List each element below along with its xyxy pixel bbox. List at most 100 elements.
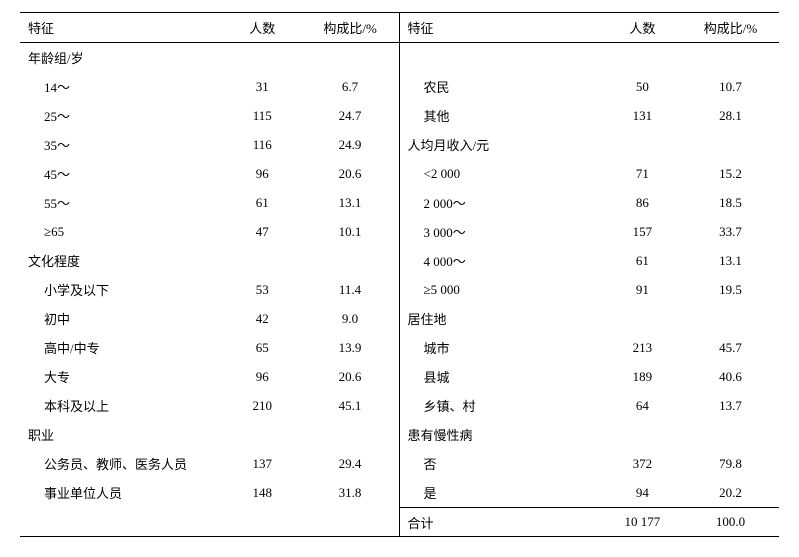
row-count: 96 [217, 369, 308, 385]
row-count: 61 [597, 253, 688, 269]
header-count-left: 人数 [217, 18, 308, 37]
row-pct: 13.1 [688, 253, 779, 269]
row-label: 县城 [400, 367, 597, 386]
row-label: 35～ [20, 135, 217, 154]
row-count: 157 [597, 224, 688, 240]
row-pct: 20.6 [308, 369, 399, 385]
row-label: 4 000～ [400, 251, 597, 270]
row-count: 42 [217, 311, 308, 327]
row-label: ≥65 [20, 224, 217, 240]
row-count: 53 [217, 282, 308, 298]
row-label: 初中 [20, 309, 217, 328]
row-pct: 10.7 [688, 79, 779, 95]
row-pct: 18.5 [688, 195, 779, 211]
table-row: 居住地 [400, 304, 780, 333]
row-pct: 10.1 [308, 224, 399, 240]
header-feature-right: 特征 [400, 18, 597, 37]
table-row: 35～11624.9 [20, 130, 399, 159]
row-pct: 15.2 [688, 166, 779, 182]
row-count: 131 [597, 108, 688, 124]
row-count: 61 [217, 195, 308, 211]
row-label: 乡镇、村 [400, 396, 597, 415]
table-row [400, 43, 780, 72]
table-row: 2 000～8618.5 [400, 188, 780, 217]
row-pct: 20.2 [688, 485, 779, 501]
row-count: 116 [217, 137, 308, 153]
table-row: 年龄组/岁 [20, 43, 399, 72]
table-row: 小学及以下5311.4 [20, 275, 399, 304]
table-row: 3 000～15733.7 [400, 217, 780, 246]
table-row: 文化程度 [20, 246, 399, 275]
row-count: 213 [597, 340, 688, 356]
row-label: 文化程度 [20, 251, 217, 270]
row-pct: 13.9 [308, 340, 399, 356]
row-count: 137 [217, 456, 308, 472]
row-count: 10 177 [597, 514, 688, 530]
row-label: 55～ [20, 193, 217, 212]
row-count: 50 [597, 79, 688, 95]
row-count: 91 [597, 282, 688, 298]
table-row: 乡镇、村6413.7 [400, 391, 780, 420]
row-label: 患有慢性病 [400, 425, 597, 444]
row-pct: 40.6 [688, 369, 779, 385]
row-pct: 33.7 [688, 224, 779, 240]
row-pct: 45.1 [308, 398, 399, 414]
table-row: 25～11524.7 [20, 101, 399, 130]
table-row: 城市21345.7 [400, 333, 780, 362]
row-count: 65 [217, 340, 308, 356]
table-row: 14～316.7 [20, 72, 399, 101]
row-pct: 45.7 [688, 340, 779, 356]
header-feature-left: 特征 [20, 18, 217, 37]
table-row: 患有慢性病 [400, 420, 780, 449]
row-pct: 6.7 [308, 79, 399, 95]
row-pct: 24.7 [308, 108, 399, 124]
table-row: 事业单位人员14831.8 [20, 478, 399, 507]
table-row: 55～6113.1 [20, 188, 399, 217]
row-pct: 29.4 [308, 456, 399, 472]
row-label: 人均月收入/元 [400, 135, 597, 154]
header-row-right: 特征 人数 构成比/% [400, 13, 780, 43]
row-count: 96 [217, 166, 308, 182]
row-label: 公务员、教师、医务人员 [20, 454, 217, 473]
row-pct: 11.4 [308, 282, 399, 298]
table-row: ≥654710.1 [20, 217, 399, 246]
table-row: 本科及以上21045.1 [20, 391, 399, 420]
row-label: 否 [400, 454, 597, 473]
row-label: 本科及以上 [20, 396, 217, 415]
row-count: 71 [597, 166, 688, 182]
row-label: 城市 [400, 338, 597, 357]
table-row: 高中/中专6513.9 [20, 333, 399, 362]
table-row: 大专9620.6 [20, 362, 399, 391]
table-row: 农民5010.7 [400, 72, 780, 101]
table-row: 45～9620.6 [20, 159, 399, 188]
row-pct: 13.7 [688, 398, 779, 414]
row-label: 事业单位人员 [20, 483, 217, 502]
row-label: 是 [400, 483, 597, 502]
row-count: 372 [597, 456, 688, 472]
row-label: 其他 [400, 106, 597, 125]
row-pct: 28.1 [688, 108, 779, 124]
row-label: <2 000 [400, 166, 597, 182]
left-column: 特征 人数 构成比/% 年龄组/岁14～316.725～11524.735～11… [20, 13, 400, 536]
table-row: 职业 [20, 420, 399, 449]
row-count: 189 [597, 369, 688, 385]
row-count: 210 [217, 398, 308, 414]
row-count: 47 [217, 224, 308, 240]
row-count: 86 [597, 195, 688, 211]
row-label: 合计 [400, 513, 597, 532]
row-label: 大专 [20, 367, 217, 386]
row-label: 3 000～ [400, 222, 597, 241]
header-pct-right: 构成比/% [688, 18, 779, 37]
table-row: 人均月收入/元 [400, 130, 780, 159]
row-label: 45～ [20, 164, 217, 183]
row-label: 农民 [400, 77, 597, 96]
table-row: 公务员、教师、医务人员13729.4 [20, 449, 399, 478]
row-label: 职业 [20, 425, 217, 444]
table-row: 县城18940.6 [400, 362, 780, 391]
table-row: 初中429.0 [20, 304, 399, 333]
row-label: 25～ [20, 106, 217, 125]
row-count: 94 [597, 485, 688, 501]
table-row: 是9420.2 [400, 478, 780, 507]
table-row: 4 000～6113.1 [400, 246, 780, 275]
table-body: 特征 人数 构成比/% 年龄组/岁14～316.725～11524.735～11… [20, 13, 779, 536]
